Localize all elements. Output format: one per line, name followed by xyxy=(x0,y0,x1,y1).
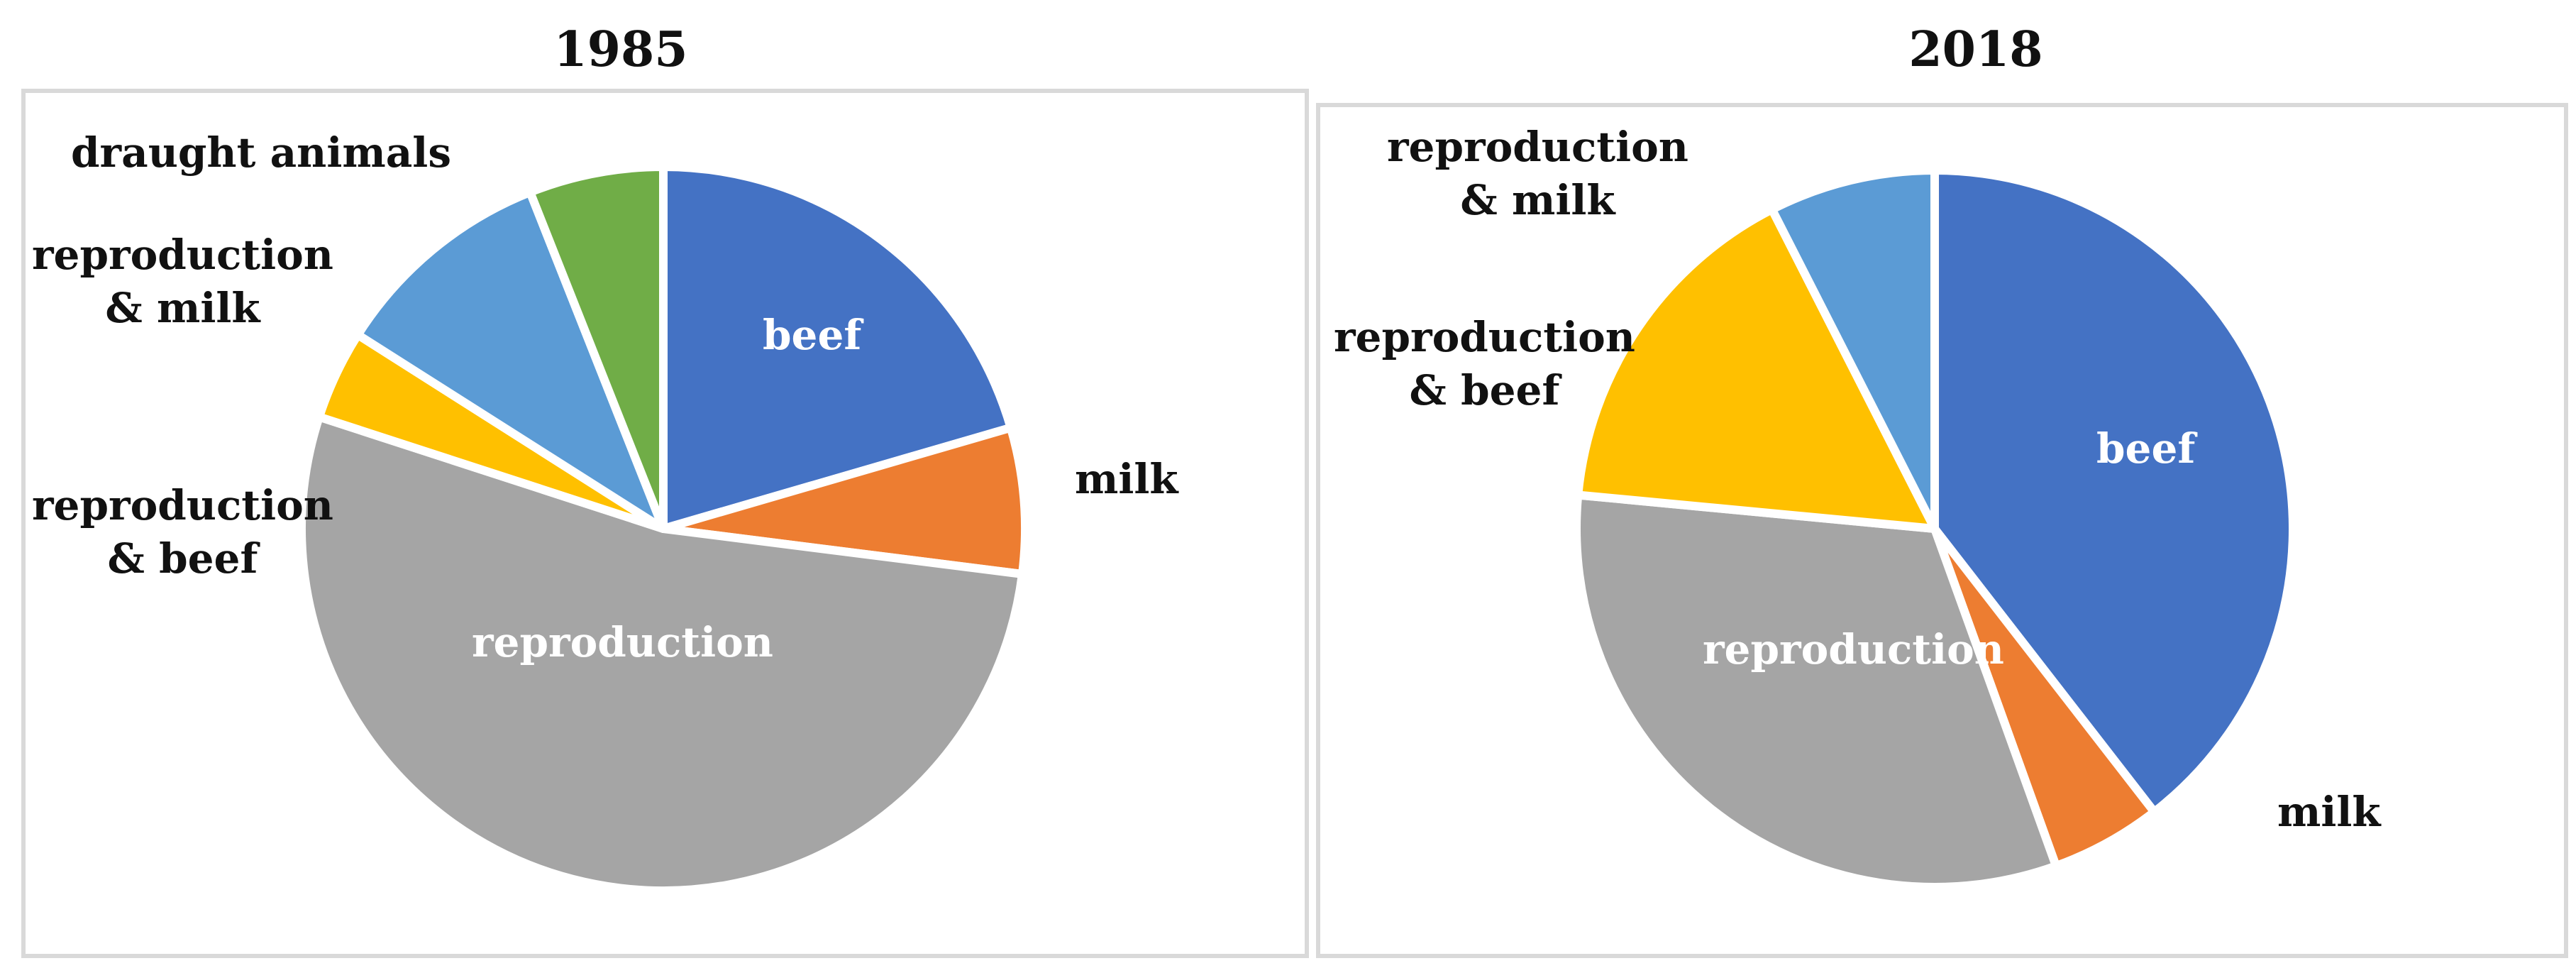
chart-panel-2018 xyxy=(1316,103,2568,958)
pie-slice-2018-reproduction-milk xyxy=(1767,166,1939,533)
label-1985-beef: beef xyxy=(763,311,862,359)
pie-slice-1985-reproduction xyxy=(297,412,1027,895)
label-1985-reproduction-milk: reproduction & milk xyxy=(32,231,333,333)
label-1985-draught-animals: draught animals xyxy=(71,128,451,177)
label-1985-reproduction: reproduction xyxy=(472,618,773,666)
label-2018-reproduction-beef: reproduction & beef xyxy=(1334,313,1635,415)
label-2018-reproduction-milk: reproduction & milk xyxy=(1387,123,1688,225)
label-2018-milk: milk xyxy=(2277,788,2381,836)
pie-slice-2018-reproduction-beef xyxy=(1574,205,1939,533)
pie-slice-1985-draught-animals xyxy=(526,163,668,533)
label-2018-beef: beef xyxy=(2096,424,2196,473)
pie-slice-2018-reproduction xyxy=(1572,490,2061,891)
label-1985-milk: milk xyxy=(1075,455,1178,503)
pie-slice-1985-reproduction-milk xyxy=(353,187,668,533)
chart-panel-1985 xyxy=(21,89,1309,958)
chart-title-1985: 1985 xyxy=(553,21,688,78)
pie-slice-1985-beef xyxy=(659,163,1015,533)
pie-slice-2018-beef xyxy=(1930,166,2297,817)
pie-1985 xyxy=(297,163,1029,895)
chart-title-2018: 2018 xyxy=(1908,21,2043,78)
label-1985-reproduction-beef: reproduction & beef xyxy=(32,481,333,583)
label-2018-reproduction: reproduction xyxy=(1703,625,2004,674)
pie-2018 xyxy=(1572,166,2297,891)
